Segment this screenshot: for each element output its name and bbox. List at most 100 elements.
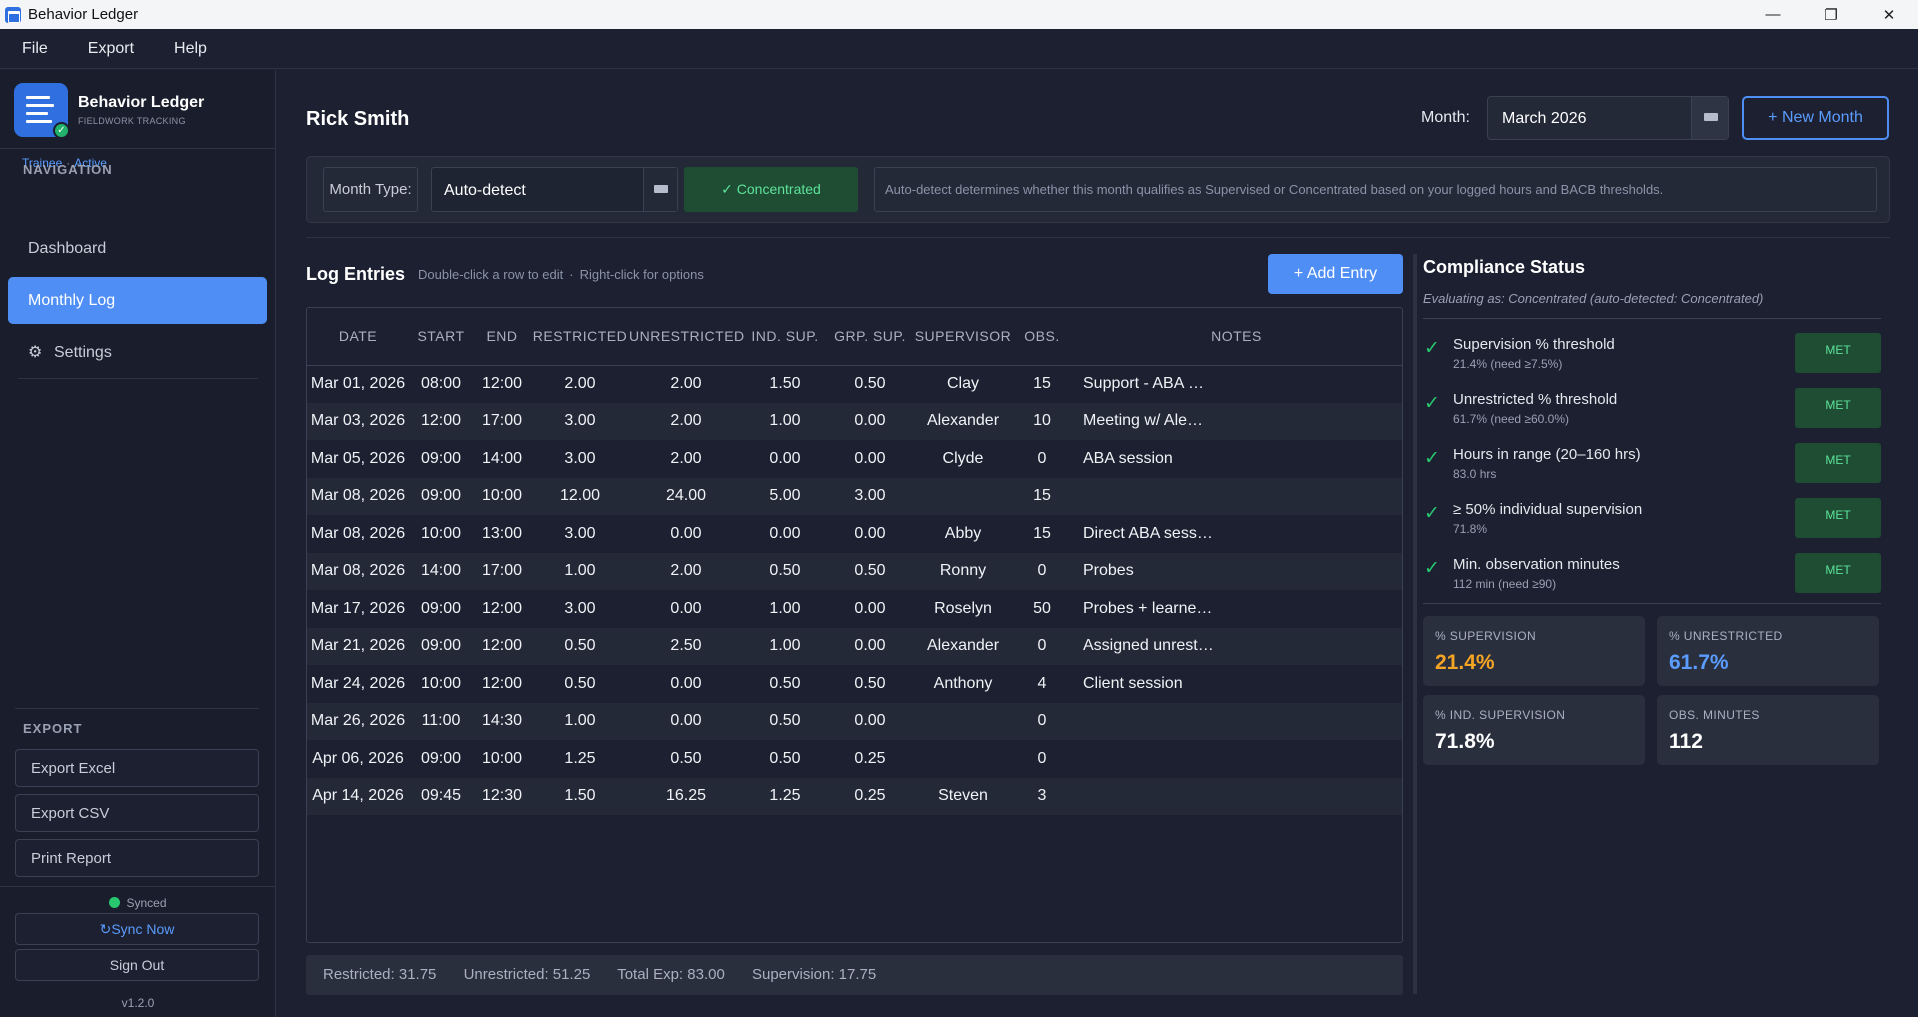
column-header-end[interactable]: END [473, 308, 531, 366]
title-bar: Behavior Ledger — ❐ ✕ [0, 0, 1918, 29]
nav-item-monthly-log[interactable]: Monthly Log [8, 277, 267, 324]
menu-export[interactable]: Export [87, 39, 135, 57]
close-button[interactable]: ✕ [1882, 6, 1896, 24]
panel-splitter[interactable] [1413, 254, 1417, 994]
column-header-grp-sup[interactable]: GRP. SUP. [827, 308, 913, 366]
cell-supervisor: Alexander [913, 627, 1013, 665]
sync-status: Synced [0, 896, 276, 910]
column-header-notes[interactable]: NOTES [1071, 308, 1402, 366]
table-row[interactable]: Mar 08, 2026 10:00 13:00 3.00 0.00 0.00 0.00 Ab… [307, 515, 1402, 553]
cell-end: 12:00 [481, 599, 523, 617]
minimize-button[interactable]: — [1765, 6, 1781, 23]
status-badge: MET [1795, 333, 1881, 373]
print-report-button[interactable]: Print Report [15, 839, 259, 877]
cell-date: Mar 01, 2026 [310, 375, 406, 392]
cell-notes: Meeting w/ Ale… [1071, 402, 1402, 440]
cell-ind-sup: 0.50 [769, 674, 801, 692]
cell-restricted: 1.00 [531, 702, 629, 740]
log-hint-options: Right-click for options [579, 267, 704, 282]
cell-obs: 50 [1033, 599, 1051, 617]
cell-grp-sup: 0.00 [854, 599, 886, 617]
criterion-name: Unrestricted % threshold [1453, 391, 1618, 408]
table-row[interactable]: Mar 21, 2026 09:00 12:00 0.50 2.50 1.00 0.00 Al… [307, 627, 1402, 665]
cell-unrestricted: 0.00 [670, 674, 702, 692]
menu-help[interactable]: Help [174, 39, 207, 57]
stat-value: 112 [1669, 730, 1703, 753]
export-excel-button[interactable]: Export Excel [15, 749, 259, 787]
stat-value: 21.4% [1435, 651, 1495, 674]
user-role: Trainee [22, 156, 63, 170]
stat-label: OBS. MINUTES [1669, 708, 1760, 722]
user-status: Active [74, 156, 107, 170]
cell-supervisor: Clay [946, 375, 979, 392]
cell-end: 12:00 [473, 627, 531, 665]
cell-obs: 4 [1037, 674, 1047, 692]
compliance-criterion: ✓ Supervision % threshold 21.4% (need ≥7.5… [1423, 333, 1883, 383]
month-type-select[interactable]: Auto-detect [431, 167, 678, 212]
table-row[interactable]: Mar 17, 2026 09:00 12:00 3.00 0.00 1.00 0.00 Ro… [307, 590, 1402, 628]
dropdown-icon[interactable] [643, 168, 677, 211]
cell-end: 10:00 [481, 749, 523, 767]
total-restricted: Restricted: 31.75 [323, 966, 437, 983]
cell-date: Apr 14, 2026 [307, 777, 409, 815]
table-row[interactable]: Apr 06, 2026 09:00 10:00 1.25 0.50 0.50 0.25 0 [307, 740, 1402, 778]
log-entries-hint: Double-click a row to edit · Right-click f… [418, 267, 704, 282]
cell-notes [1071, 477, 1402, 515]
brand-name: Behavior Ledger [78, 94, 205, 111]
cell-unrestricted: 2.00 [629, 552, 743, 590]
table-row[interactable]: Mar 05, 2026 09:00 14:00 3.00 2.00 0.00 0.00 Cl… [307, 440, 1402, 478]
nav-item-settings[interactable]: ⚙ Settings [8, 329, 267, 376]
column-header-supervisor[interactable]: SUPERVISOR [913, 308, 1013, 366]
cell-supervisor [913, 702, 1013, 740]
sync-status-dot-icon [109, 897, 121, 908]
log-entries-table[interactable]: DATE START END RESTRICTED UNRESTRICTED IND. S… [306, 307, 1403, 943]
column-header-ind-sup[interactable]: IND. SUP. [743, 308, 827, 366]
month-select[interactable]: March 2026 [1487, 96, 1729, 140]
column-header-restricted[interactable]: RESTRICTED [531, 308, 629, 366]
sign-out-button[interactable]: Sign Out [15, 949, 259, 981]
menu-file[interactable]: File [22, 39, 48, 57]
month-label: Month: [1421, 109, 1470, 126]
column-header-obs[interactable]: OBS. [1013, 308, 1071, 366]
sync-now-button[interactable]: ↻Sync Now [15, 913, 259, 945]
cell-supervisor: Ronny [913, 552, 1013, 590]
maximize-button[interactable]: ❐ [1824, 6, 1838, 24]
table-row[interactable]: Apr 14, 2026 09:45 12:30 1.50 16.25 1.25 0.25 S… [307, 777, 1402, 815]
table-row[interactable]: Mar 01, 2026 08:00 12:00 2.00 2.00 1.50 0.50 Cl… [307, 365, 1402, 403]
nav-item-dashboard[interactable]: Dashboard [8, 225, 267, 272]
user-role-line: Trainee · Active [22, 156, 107, 170]
nav-item-label: Settings [54, 343, 112, 361]
cell-ind-sup: 0.50 [769, 749, 801, 767]
app-version: v1.2.0 [121, 996, 155, 1010]
cell-date: Mar 24, 2026 [310, 674, 406, 692]
table-row[interactable]: Mar 26, 2026 11:00 14:30 1.00 0.00 0.50 0.00 0 [307, 702, 1402, 740]
status-badge: MET [1795, 553, 1881, 593]
plus-icon: + [1768, 109, 1782, 126]
table-row[interactable]: Mar 03, 2026 12:00 17:00 3.00 2.00 1.00 0.00 Al… [307, 402, 1402, 440]
cell-unrestricted: 0.00 [629, 702, 743, 740]
nav-item-label: Monthly Log [28, 291, 116, 309]
brand: ✓ Behavior Ledger FIELDWORK TRACKING [14, 83, 205, 139]
cell-notes: ABA session [1083, 449, 1173, 467]
dropdown-icon[interactable] [1691, 97, 1728, 139]
table-row[interactable]: Mar 08, 2026 09:00 10:00 12.00 24.00 5.00 3.00… [307, 477, 1402, 515]
cell-restricted: 2.00 [564, 375, 596, 392]
column-header-start[interactable]: START [409, 308, 473, 366]
table-row[interactable]: Mar 24, 2026 10:00 12:00 0.50 0.00 0.50 0.50 An… [307, 665, 1402, 703]
table-row[interactable]: Mar 08, 2026 14:00 17:00 1.00 2.00 0.50 0.50 Ro… [307, 552, 1402, 590]
new-month-button[interactable]: + New Month [1742, 96, 1889, 140]
cell-unrestricted: 0.00 [670, 599, 702, 617]
cell-grp-sup: 0.00 [827, 702, 913, 740]
add-entry-button[interactable]: + Add Entry [1268, 254, 1403, 294]
cell-supervisor: Clyde [942, 449, 984, 467]
cell-obs: 0 [1013, 627, 1071, 665]
check-badge-icon: ✓ [53, 122, 70, 139]
cell-restricted: 3.00 [531, 402, 629, 440]
nav-heading: NAVIGATION [23, 162, 113, 177]
cell-start: 09:00 [420, 749, 462, 767]
column-header-unrestricted[interactable]: UNRESTRICTED [629, 308, 744, 366]
cell-ind-sup: 1.25 [743, 777, 827, 815]
column-header-date[interactable]: DATE [307, 308, 409, 366]
export-csv-button[interactable]: Export CSV [15, 794, 259, 832]
cell-start: 10:00 [420, 674, 462, 692]
